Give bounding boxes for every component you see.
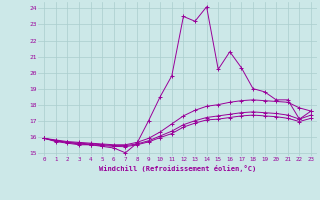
X-axis label: Windchill (Refroidissement éolien,°C): Windchill (Refroidissement éolien,°C) bbox=[99, 165, 256, 172]
